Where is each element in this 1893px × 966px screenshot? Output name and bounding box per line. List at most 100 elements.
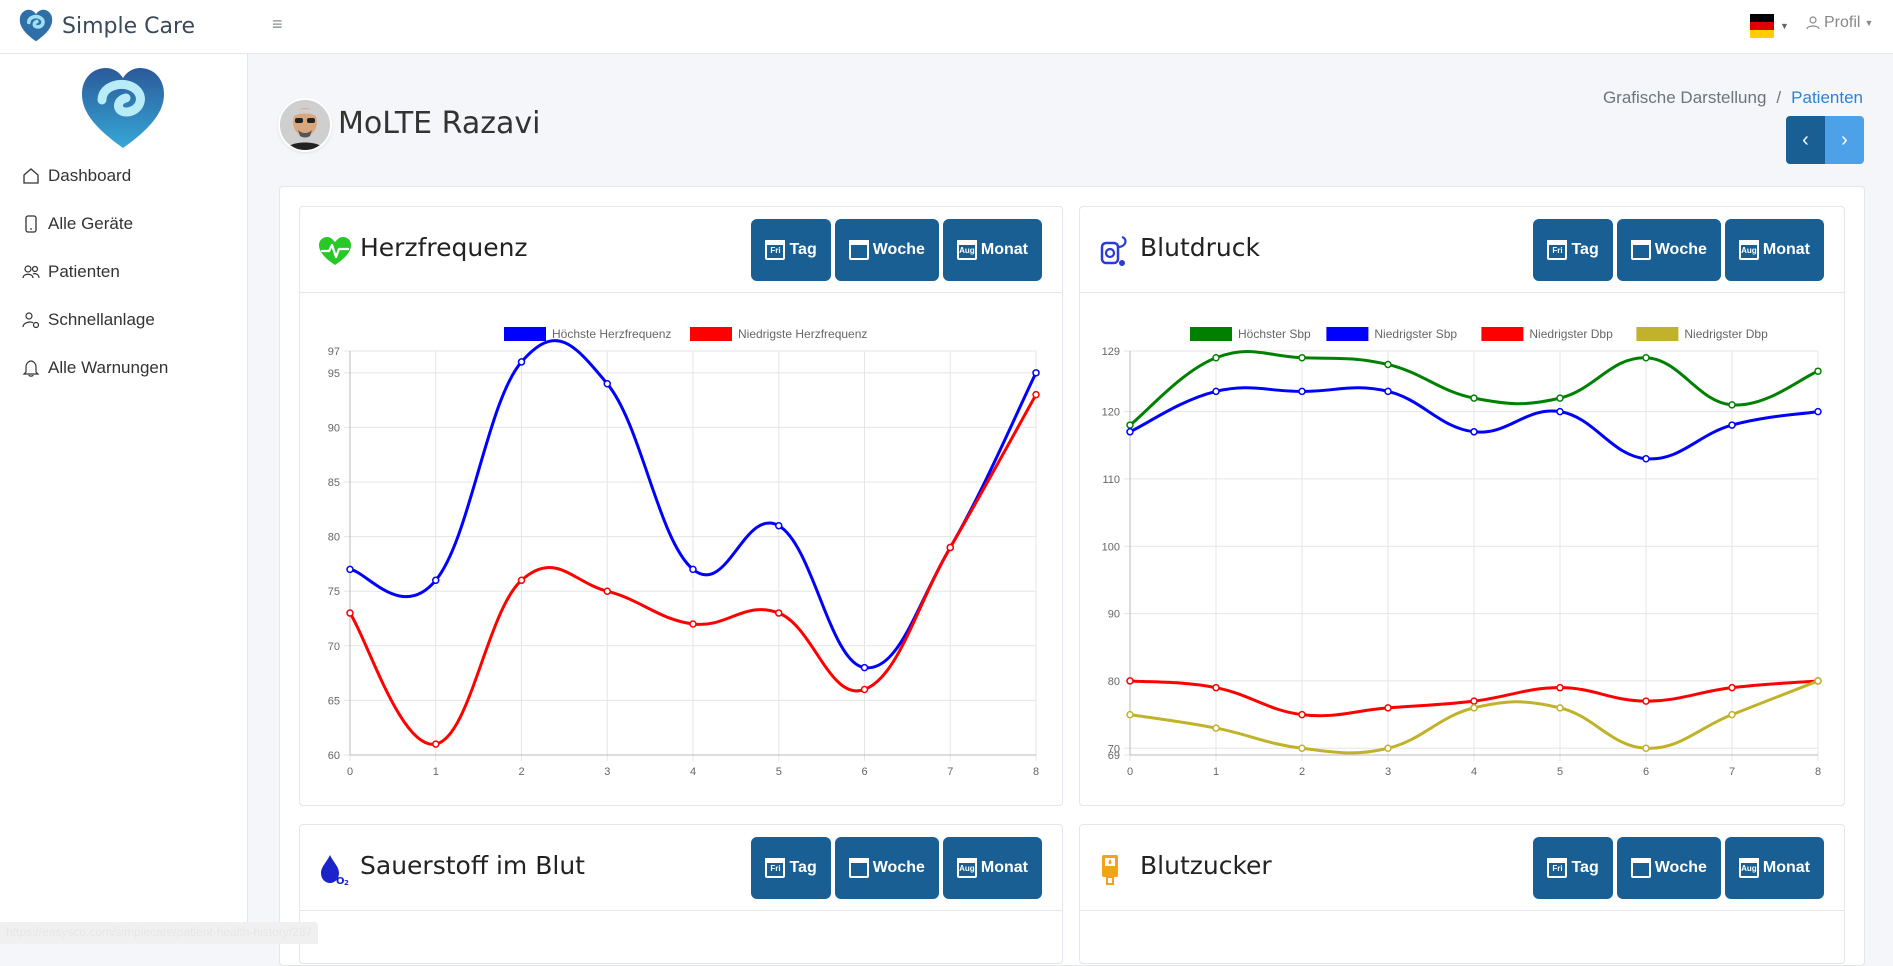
data-point[interactable] — [1126, 677, 1134, 685]
data-point[interactable] — [1384, 704, 1392, 712]
data-point[interactable] — [603, 380, 611, 388]
data-point[interactable] — [432, 740, 440, 748]
data-point[interactable] — [1642, 744, 1650, 753]
period-buttons: Fri Tag Woche Aug Monat — [751, 219, 1042, 281]
data-point[interactable] — [432, 576, 440, 585]
legend-swatch[interactable] — [1636, 327, 1679, 341]
month-button[interactable]: Aug Monat — [942, 837, 1042, 899]
data-point[interactable] — [1556, 683, 1564, 692]
sidebar-item-warnings[interactable]: Alle Warnungen — [22, 344, 242, 392]
data-point[interactable] — [1470, 697, 1478, 705]
data-point[interactable] — [1642, 353, 1650, 362]
week-button[interactable]: Woche — [1616, 219, 1721, 281]
heart-rate-card: Herzfrequenz Fri Tag Woche Aug Monat Höchs… — [299, 206, 1063, 806]
data-point[interactable] — [775, 609, 783, 617]
data-point[interactable] — [517, 358, 526, 366]
x-tick-label: 6 — [1643, 766, 1649, 778]
legend-label[interactable]: Niedrigster Sbp — [1374, 327, 1457, 341]
data-point[interactable] — [1728, 401, 1736, 409]
legend-swatch[interactable] — [690, 327, 732, 341]
week-button[interactable]: Woche — [834, 219, 939, 281]
data-point[interactable] — [1556, 394, 1564, 402]
data-point[interactable] — [1728, 710, 1736, 719]
data-point[interactable] — [346, 609, 354, 617]
data-point[interactable] — [1728, 683, 1736, 692]
sidebar-item-quick-add[interactable]: Schnellanlage — [22, 296, 242, 344]
data-point[interactable] — [1642, 697, 1650, 705]
legend-label[interactable]: Niedrigste Herzfrequenz — [738, 327, 867, 341]
previous-button[interactable]: ‹ — [1786, 116, 1825, 164]
data-point[interactable] — [1298, 710, 1306, 719]
legend-label[interactable]: Niedrigster Dbp — [1529, 327, 1613, 341]
language-selector[interactable]: ▼ — [1750, 13, 1789, 39]
y-tick-label: 129 — [1102, 346, 1120, 358]
breadcrumb-item[interactable]: Grafische Darstellung — [1602, 88, 1767, 107]
y-tick-label: 85 — [328, 477, 340, 489]
sidebar-item-dashboard[interactable]: Dashboard — [22, 152, 242, 200]
day-button[interactable]: Fri Tag — [1533, 837, 1613, 899]
data-point[interactable] — [860, 663, 869, 672]
sidebar-item-devices[interactable]: Alle Geräte — [22, 200, 242, 248]
menu-toggle-icon[interactable]: ≡ — [272, 14, 283, 34]
legend-swatch[interactable] — [1190, 327, 1232, 341]
legend-swatch[interactable] — [1326, 327, 1369, 341]
week-button[interactable]: Woche — [1616, 837, 1721, 899]
legend-label[interactable]: Höchste Herzfrequenz — [552, 327, 671, 341]
month-button[interactable]: Aug Monat — [942, 219, 1042, 281]
data-point[interactable] — [1556, 704, 1564, 712]
legend-swatch[interactable] — [504, 327, 546, 341]
data-point[interactable] — [1384, 360, 1392, 369]
legend-label[interactable]: Höchster Sbp — [1238, 327, 1311, 341]
x-tick-label: 7 — [1729, 766, 1735, 778]
day-button[interactable]: Fri Tag — [751, 219, 831, 281]
data-point[interactable] — [1556, 407, 1564, 416]
day-button[interactable]: Fri Tag — [751, 837, 831, 899]
data-point[interactable] — [1814, 367, 1822, 375]
data-point[interactable] — [689, 565, 697, 574]
data-point[interactable] — [1032, 390, 1040, 399]
data-point[interactable] — [1470, 394, 1478, 402]
legend-swatch[interactable] — [1481, 327, 1524, 341]
profile-menu[interactable]: Profil ▼ — [1806, 14, 1873, 32]
data-point[interactable] — [1212, 353, 1220, 362]
data-point[interactable] — [1642, 454, 1650, 463]
data-point[interactable] — [860, 685, 869, 694]
data-point[interactable] — [1384, 387, 1392, 396]
data-point[interactable] — [1212, 724, 1220, 732]
legend-label[interactable]: Niedrigster Dbp — [1684, 327, 1768, 341]
data-point[interactable] — [1298, 387, 1306, 396]
data-point[interactable] — [775, 521, 783, 530]
data-point[interactable] — [1032, 369, 1040, 377]
data-point[interactable] — [1814, 677, 1822, 685]
x-tick-label: 0 — [347, 766, 353, 778]
month-button[interactable]: Aug Monat — [1724, 219, 1824, 281]
data-point[interactable] — [1470, 428, 1478, 436]
data-point[interactable] — [1814, 407, 1822, 416]
data-point[interactable] — [1470, 704, 1478, 712]
data-point[interactable] — [1126, 428, 1134, 436]
data-point[interactable] — [946, 543, 954, 552]
brand[interactable]: Simple Care — [18, 6, 195, 46]
week-button[interactable]: Woche — [834, 837, 939, 899]
data-point[interactable] — [689, 620, 697, 628]
data-point[interactable] — [1126, 710, 1134, 719]
data-point[interactable] — [1728, 421, 1736, 429]
patient-pager: ‹ › — [1786, 116, 1864, 164]
data-point[interactable] — [603, 587, 611, 595]
data-point[interactable] — [517, 576, 526, 585]
data-point[interactable] — [1212, 683, 1220, 692]
day-button[interactable]: Fri Tag — [1533, 219, 1613, 281]
data-point[interactable] — [1212, 387, 1220, 396]
data-point[interactable] — [346, 565, 354, 574]
data-point[interactable] — [1298, 744, 1306, 753]
german-flag-icon — [1750, 14, 1774, 38]
breadcrumb-item-active[interactable]: Patienten — [1791, 88, 1863, 107]
month-button[interactable]: Aug Monat — [1724, 837, 1824, 899]
data-point[interactable] — [1384, 744, 1392, 753]
card-header: O 2 Sauerstoff im Blut Fri Tag Woche Aug M… — [300, 825, 1062, 911]
data-point[interactable] — [1298, 353, 1306, 362]
month-label: Monat — [980, 241, 1028, 258]
data-point[interactable] — [1126, 421, 1134, 429]
next-button[interactable]: › — [1825, 116, 1864, 164]
sidebar-item-patients[interactable]: Patienten — [22, 248, 242, 296]
